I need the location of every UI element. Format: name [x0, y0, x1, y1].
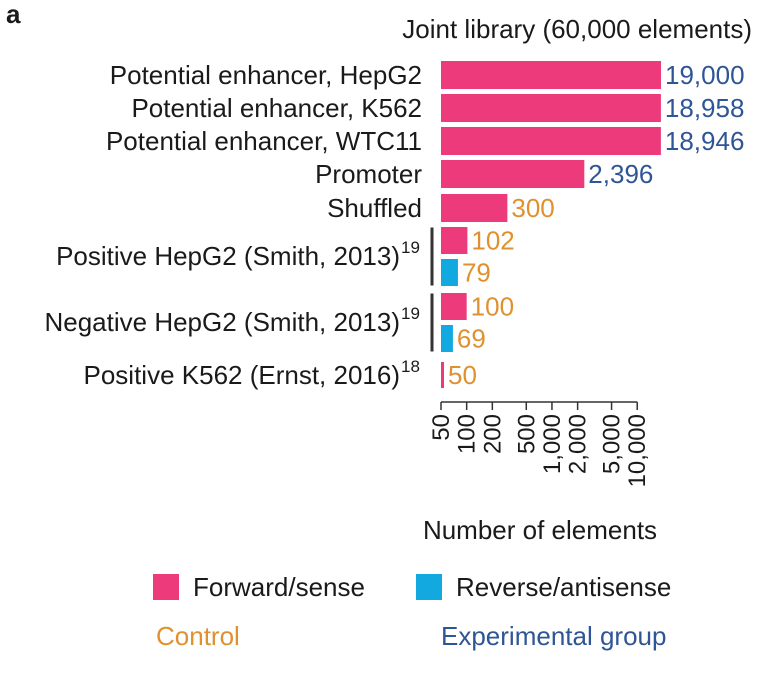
category-label: Negative HepG2 (Smith, 2013): [44, 307, 400, 337]
x-tick-label: 10,000: [624, 414, 651, 487]
data-label: 300: [511, 193, 554, 223]
legend-label-forward: Forward/sense: [193, 572, 365, 602]
reference-superscript: 18: [401, 357, 420, 376]
data-label: 69: [457, 324, 486, 354]
legend-label-reverse: Reverse/antisense: [456, 572, 671, 602]
x-tick-label: 200: [479, 414, 506, 454]
category-label: Promoter: [315, 159, 422, 189]
bar-forward: [441, 362, 444, 388]
x-tick-label: 1,000: [539, 414, 566, 474]
bar-forward: [441, 94, 661, 122]
legend-swatch-reverse: [416, 574, 442, 600]
bar-row: Shuffled 300: [327, 193, 555, 223]
bar-forward: [441, 227, 468, 254]
data-label: 19,000: [665, 60, 745, 90]
category-label: Positive K562 (Ernst, 2016): [84, 360, 401, 390]
legend: Forward/sense Reverse/antisense Control …: [153, 572, 671, 651]
data-label: 50: [448, 360, 477, 390]
bar-row: Potential enhancer, WTC11 18,946: [106, 126, 744, 156]
bar-row: Potential enhancer, HepG2 19,000: [110, 60, 745, 90]
category-label: Positive HepG2 (Smith, 2013): [56, 241, 400, 271]
category-label: Potential enhancer, HepG2: [110, 60, 422, 90]
reference-superscript: 19: [401, 238, 420, 257]
x-tick-label: 5,000: [599, 414, 626, 474]
legend-swatch-forward: [153, 574, 179, 600]
chart-title: Joint library (60,000 elements): [402, 14, 752, 44]
data-label: 2,396: [588, 159, 653, 189]
bar-forward: [441, 293, 467, 320]
bar-row: Positive K562 (Ernst, 2016) 18 50: [84, 357, 477, 390]
x-tick-label: 50: [428, 414, 455, 441]
bar-row: Potential enhancer, K562 18,958: [131, 93, 744, 123]
x-tick-label: 500: [513, 414, 540, 454]
data-label: 79: [462, 258, 491, 288]
bar-forward: [441, 160, 585, 188]
bar-forward: [441, 61, 661, 89]
bar-reverse: [441, 259, 458, 286]
bar-row: Promoter 2,396: [315, 159, 653, 189]
bar-reverse: [441, 325, 453, 352]
category-label: Shuffled: [327, 193, 422, 223]
legend-label-experimental: Experimental group: [441, 621, 666, 651]
data-label: 18,958: [665, 93, 745, 123]
bar-forward: [441, 194, 508, 222]
category-label: Potential enhancer, WTC11: [106, 126, 422, 156]
x-tick-label: 100: [454, 414, 481, 454]
bar-forward: [441, 127, 661, 155]
category-label: Potential enhancer, K562: [131, 93, 422, 123]
data-label: 102: [471, 226, 514, 256]
data-label: 100: [471, 292, 514, 322]
legend-label-control: Control: [156, 621, 240, 651]
panel-label: a: [6, 0, 21, 29]
bar-rows: Potential enhancer, HepG2 19,000Potential…: [44, 60, 744, 390]
x-tick-label: 2,000: [565, 414, 592, 474]
data-label: 18,946: [665, 126, 745, 156]
reference-superscript: 19: [401, 304, 420, 323]
x-axis-label: Number of elements: [423, 515, 657, 545]
